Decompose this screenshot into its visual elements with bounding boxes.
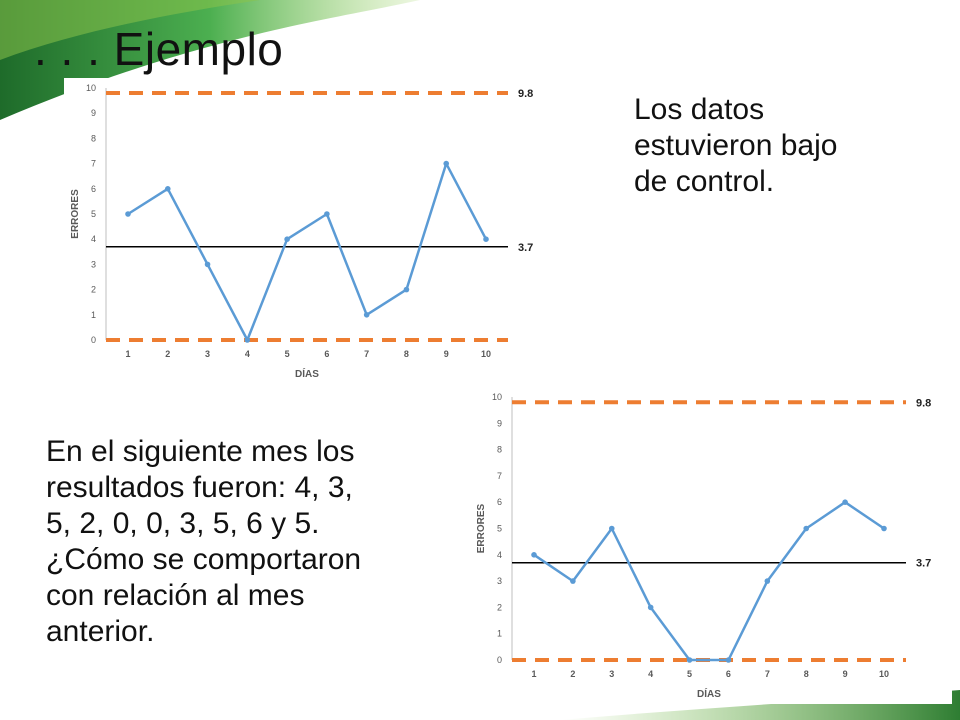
x-tick-label: 2: [570, 669, 575, 679]
y-tick-label: 10: [86, 83, 96, 93]
control-chart-2-svg: 0 1 2 3 4 5 6 7 8 9 10 ERRORES 1 2 3 4 5 6 7 8 9 10 DÍAS 9.8 3.7: [476, 392, 931, 700]
y-tick-label: 10: [492, 392, 502, 402]
y-tick-label: 4: [91, 234, 96, 244]
data-point: [803, 525, 810, 532]
data-point: [363, 312, 370, 318]
x-tick-label: 5: [285, 349, 290, 359]
y-tick-label: 8: [497, 445, 502, 455]
y-tick-label: 9: [497, 418, 502, 428]
y-tick-label: 1: [497, 629, 502, 639]
x-axis-title: DÍAS: [295, 367, 319, 380]
control-chart-month-2: 0 1 2 3 4 5 6 7 8 9 10 ERRORES 1 2 3 4 5 6 7 8 9 10 DÍAS 9.8 3.7: [446, 388, 952, 704]
series-line: [127, 162, 488, 342]
data-point: [483, 236, 489, 242]
data-point: [204, 261, 211, 268]
y-tick-label: 5: [497, 524, 502, 534]
y-tick-label: 7: [497, 471, 502, 481]
y-tick-label: 4: [497, 550, 502, 560]
x-tick-label: 6: [324, 349, 329, 359]
top-left-swoosh: [0, 0, 420, 120]
reference-line-label: 3.7: [518, 242, 533, 254]
x-tick-label: 9: [843, 669, 848, 679]
data-point: [443, 160, 450, 167]
y-tick-label: 9: [91, 108, 96, 118]
y-tick-label: 0: [91, 335, 96, 345]
x-tick-label: 2: [165, 349, 170, 359]
data-point: [608, 525, 615, 532]
y-axis-title: ERRORES: [70, 189, 81, 239]
y-tick-label: 7: [91, 159, 96, 169]
x-tick-label: 10: [481, 349, 491, 359]
data-point: [686, 657, 693, 663]
x-tick-label: 1: [125, 349, 130, 359]
bottom-right-swoosh: [560, 690, 960, 720]
y-tick-label: 1: [91, 310, 96, 320]
x-tick-label: 5: [687, 669, 692, 679]
x-tick-label: 4: [245, 349, 250, 359]
series-line: [533, 500, 885, 662]
data-point: [403, 286, 410, 293]
reference-line-label: 9.8: [518, 88, 533, 100]
control-chart-month-1: 0 1 2 3 4 5 6 7 8 9 10 ERRORES 1 2 3 4 5 6 7 8 9 10 DÍAS 9.8 3.7: [64, 78, 550, 382]
x-axis-title: DÍAS: [697, 687, 721, 700]
data-point: [570, 578, 576, 584]
data-point: [764, 578, 771, 584]
question-text: En el siguiente mes los resultados fuero…: [46, 435, 362, 648]
x-tick-label: 8: [404, 349, 409, 359]
slide-title: . . . Ejemplo: [34, 23, 284, 75]
y-tick-label: 3: [91, 259, 96, 269]
x-tick-label: 7: [765, 669, 770, 679]
y-axis-title: ERRORES: [476, 503, 487, 553]
data-point: [881, 525, 887, 532]
reference-line-label: 9.8: [916, 397, 931, 409]
data-point: [647, 604, 654, 611]
data-point: [531, 552, 537, 558]
x-tick-label: 9: [444, 349, 449, 359]
y-tick-label: 2: [91, 285, 96, 295]
data-point: [244, 337, 251, 343]
data-point: [164, 186, 171, 192]
y-tick-label: 6: [497, 497, 502, 507]
y-tick-label: 5: [91, 209, 96, 219]
top-left-swoosh-light: [0, 0, 260, 60]
y-tick-label: 2: [497, 602, 502, 612]
y-tick-label: 0: [497, 655, 502, 665]
control-chart-1-svg: 0 1 2 3 4 5 6 7 8 9 10 ERRORES 1 2 3 4 5 6 7 8 9 10 DÍAS 9.8 3.7: [70, 83, 533, 380]
data-point: [284, 236, 290, 242]
data-point: [725, 657, 732, 663]
x-tick-label: 4: [648, 669, 653, 679]
x-tick-label: 10: [879, 669, 889, 679]
conclusion-text: Los datos estuvieron bajo de control.: [634, 93, 838, 198]
x-tick-label: 3: [609, 669, 614, 679]
data-point: [324, 211, 330, 217]
y-tick-label: 8: [91, 133, 96, 143]
x-tick-label: 7: [364, 349, 369, 359]
x-tick-label: 8: [804, 669, 809, 679]
x-tick-label: 3: [205, 349, 210, 359]
y-tick-label: 6: [91, 184, 96, 194]
data-point: [125, 211, 131, 217]
y-tick-label: 3: [497, 576, 502, 586]
reference-line-label: 3.7: [916, 558, 931, 570]
x-tick-label: 6: [726, 669, 731, 679]
data-point: [842, 499, 848, 505]
x-tick-label: 1: [531, 669, 536, 679]
